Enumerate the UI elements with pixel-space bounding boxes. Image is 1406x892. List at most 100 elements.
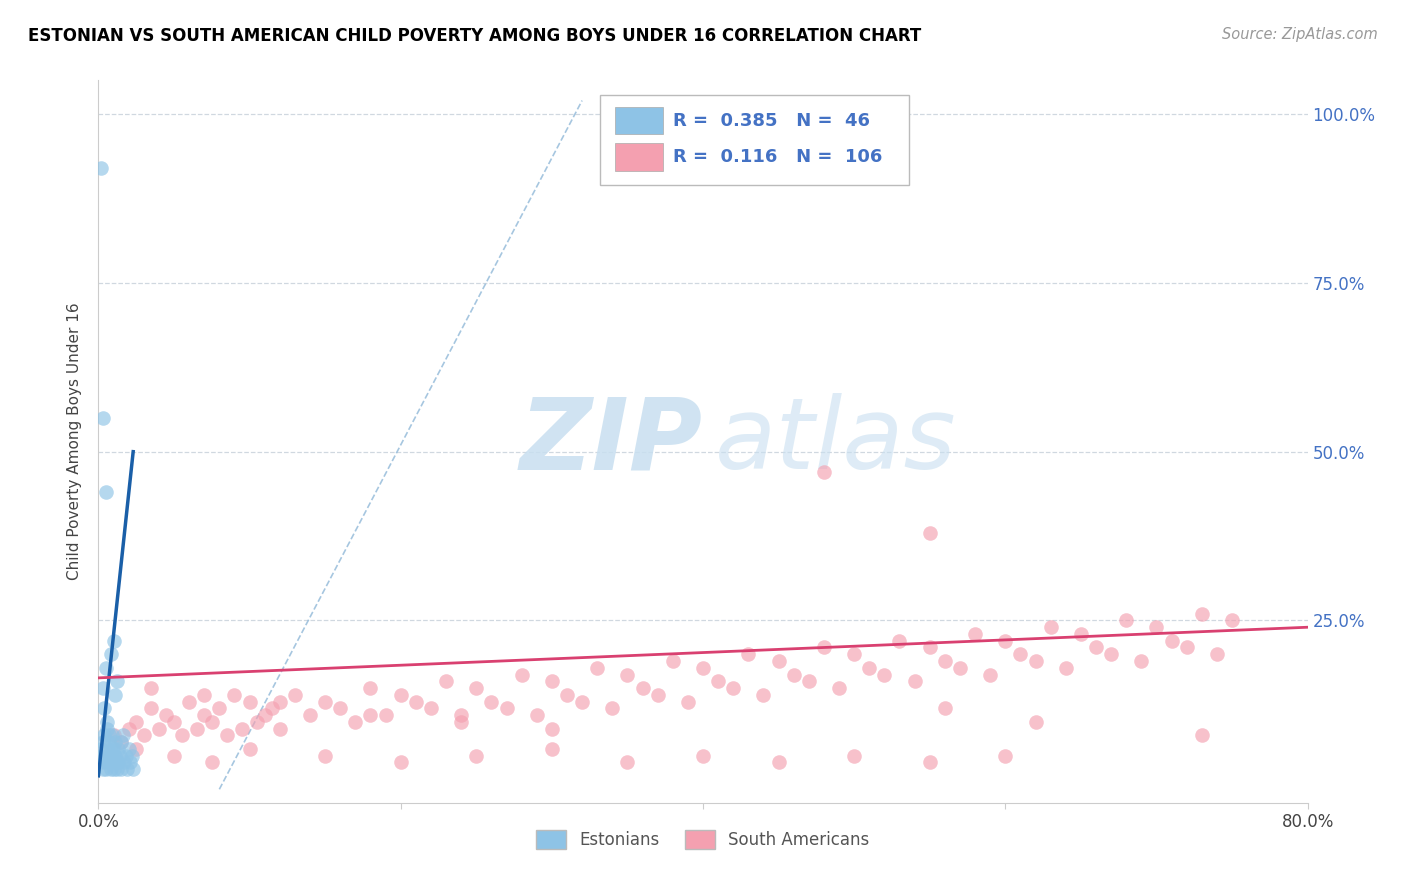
Point: [94, 661, 117, 675]
Point: [465, 748, 488, 763]
Point: [934, 654, 956, 668]
Point: [125, 741, 148, 756]
Point: [737, 647, 759, 661]
Y-axis label: Child Poverty Among Boys Under 16: Child Poverty Among Boys Under 16: [67, 302, 83, 581]
Point: [120, 756, 142, 770]
Point: [208, 701, 231, 715]
Point: [110, 735, 132, 749]
Point: [813, 640, 835, 655]
Point: [96, 714, 118, 729]
Point: [828, 681, 851, 695]
Point: [510, 667, 533, 681]
Point: [163, 748, 186, 763]
Point: [121, 748, 143, 763]
Point: [100, 647, 122, 661]
Point: [1220, 614, 1243, 628]
Point: [155, 708, 177, 723]
Point: [100, 762, 122, 776]
Point: [186, 722, 208, 736]
Point: [90, 748, 112, 763]
Point: [481, 694, 503, 708]
Point: [114, 748, 136, 763]
Point: [96, 722, 118, 736]
Point: [94, 748, 117, 763]
Point: [103, 633, 125, 648]
Point: [253, 708, 276, 723]
Point: [98, 756, 121, 770]
Point: [465, 681, 488, 695]
Text: ZIP: ZIP: [520, 393, 703, 490]
Point: [858, 661, 880, 675]
Point: [91, 411, 114, 425]
Point: [98, 735, 121, 749]
Point: [100, 748, 122, 763]
Text: Source: ZipAtlas.com: Source: ZipAtlas.com: [1222, 27, 1378, 42]
Point: [201, 714, 224, 729]
Point: [329, 701, 352, 715]
Text: R =  0.116   N =  106: R = 0.116 N = 106: [672, 148, 882, 166]
Point: [631, 681, 654, 695]
Point: [91, 735, 114, 749]
Point: [284, 688, 307, 702]
Point: [389, 688, 412, 702]
Point: [360, 708, 382, 723]
Point: [215, 728, 238, 742]
Point: [179, 694, 201, 708]
Point: [844, 748, 866, 763]
Point: [118, 722, 141, 736]
FancyBboxPatch shape: [600, 95, 908, 185]
Point: [889, 633, 911, 648]
Point: [90, 741, 112, 756]
Point: [110, 762, 132, 776]
Point: [918, 640, 941, 655]
Point: [262, 701, 284, 715]
Point: [239, 694, 262, 708]
Point: [979, 667, 1001, 681]
Point: [141, 701, 163, 715]
Point: [707, 674, 730, 689]
Point: [647, 688, 669, 702]
Point: [1054, 661, 1077, 675]
Point: [602, 701, 624, 715]
Point: [994, 633, 1017, 648]
Point: [110, 735, 132, 749]
Point: [692, 661, 714, 675]
Point: [616, 756, 638, 770]
Point: [1085, 640, 1108, 655]
Point: [122, 762, 145, 776]
Point: [450, 714, 472, 729]
Point: [93, 728, 115, 742]
Text: atlas: atlas: [716, 393, 956, 490]
Point: [91, 762, 114, 776]
Point: [752, 688, 775, 702]
Point: [1206, 647, 1229, 661]
Point: [676, 694, 699, 708]
Point: [112, 756, 135, 770]
Point: [1175, 640, 1198, 655]
FancyBboxPatch shape: [614, 143, 664, 170]
Point: [141, 681, 163, 695]
Point: [105, 756, 128, 770]
Point: [768, 654, 790, 668]
Point: [101, 728, 124, 742]
Point: [101, 756, 124, 770]
Point: [98, 728, 121, 742]
Point: [148, 722, 170, 736]
Point: [374, 708, 396, 723]
Point: [115, 762, 138, 776]
Point: [103, 762, 125, 776]
Point: [813, 465, 835, 479]
Point: [94, 485, 117, 500]
Point: [101, 741, 124, 756]
Point: [96, 741, 118, 756]
Point: [783, 667, 806, 681]
Point: [163, 714, 186, 729]
Point: [314, 694, 336, 708]
Point: [105, 674, 128, 689]
Point: [107, 741, 129, 756]
Point: [934, 701, 956, 715]
Point: [434, 674, 457, 689]
Point: [314, 748, 336, 763]
Point: [918, 525, 941, 540]
Point: [450, 708, 472, 723]
